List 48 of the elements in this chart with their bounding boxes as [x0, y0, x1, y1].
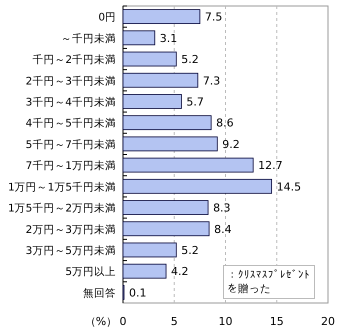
- y-tick-label: 0円: [98, 12, 116, 24]
- y-tick-label: 3万円～5万円未満: [26, 244, 116, 257]
- bar: [122, 136, 218, 152]
- bar: [122, 72, 198, 88]
- bar: [122, 9, 200, 24]
- data-label: 7.5: [204, 10, 222, 24]
- bar: [122, 242, 177, 258]
- data-label: 8.3: [213, 202, 231, 215]
- annotation: ：ｸﾘｽﾏｽﾌﾟﾚｾﾞﾝﾄを贈った: [223, 265, 315, 299]
- data-label: 5.7: [186, 95, 204, 108]
- y-tick-label: 5千円～7千円未満: [26, 138, 116, 151]
- data-label: 14.5: [276, 180, 302, 194]
- data-label: 12.7: [258, 159, 283, 172]
- y-tick-label: 2千円～3千円未満: [26, 74, 116, 88]
- data-label: 9.2: [222, 138, 240, 151]
- data-label: 5.2: [181, 53, 199, 66]
- y-tick-label: ～千円未満: [61, 32, 116, 45]
- data-label: 8.4: [214, 222, 232, 236]
- bar: [122, 178, 272, 194]
- data-label: 8.6: [216, 116, 234, 130]
- y-tick-label: 4千円～5千円未満: [26, 116, 116, 130]
- y-tick-label: 5万円以上: [65, 265, 116, 278]
- bar: [122, 52, 177, 66]
- bar: [122, 264, 166, 279]
- data-label: 5.2: [181, 244, 199, 257]
- x-tick-label: 5: [170, 315, 178, 328]
- y-tick-label: 1万円～1万5千円未満: [8, 180, 116, 194]
- x-axis-title: （%）: [84, 315, 118, 328]
- y-tick-label: 無回答: [83, 287, 116, 300]
- x-tick-label: 20: [321, 315, 335, 328]
- y-tick-label: 2万円～3万円未満: [26, 222, 116, 236]
- bar: [122, 94, 182, 109]
- bar: [122, 200, 208, 215]
- bar: [122, 158, 254, 173]
- data-label: 4.2: [171, 265, 189, 278]
- bar: [122, 115, 212, 130]
- x-tick-label: 0: [120, 315, 126, 328]
- data-label: 0.1: [129, 286, 147, 300]
- bar: [122, 221, 210, 236]
- x-tick-label: 10: [218, 315, 232, 328]
- bar: [122, 30, 156, 46]
- data-label: 7.3: [202, 74, 220, 88]
- y-tick-label: 1万5千円～2万円未満: [8, 202, 116, 215]
- x-tick-label: 15: [270, 315, 284, 328]
- y-tick-label: 千円～2千円未満: [32, 53, 116, 66]
- y-tick-label: 3千円～4千円未満: [26, 95, 116, 108]
- data-label: 3.1: [160, 32, 178, 45]
- y-tick-label: 7千円～1万円未満: [26, 159, 116, 172]
